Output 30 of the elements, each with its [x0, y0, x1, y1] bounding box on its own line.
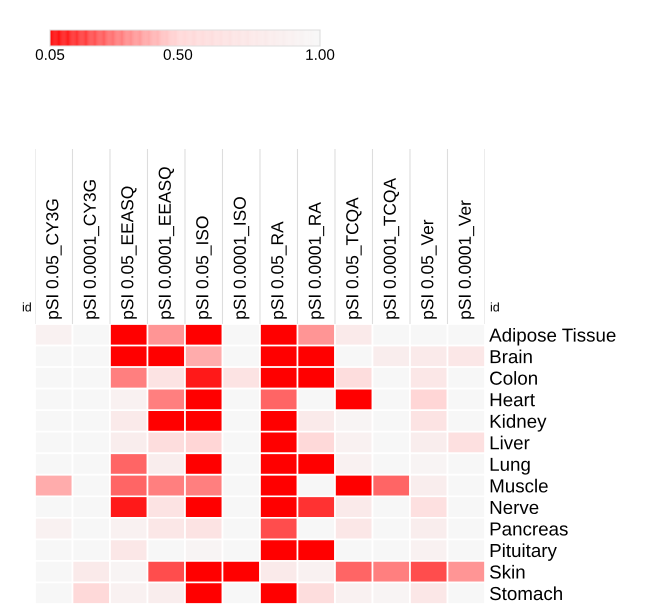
y-tick-label: Stomach [490, 586, 562, 600]
y-tick-label: Colon [490, 371, 537, 385]
color-bar-label: 0.05 [36, 49, 64, 60]
x-tick-label: pSI 0.0001_Ver [458, 200, 474, 319]
color-bar-label: 0.50 [164, 49, 192, 60]
y-tick-label: Heart [490, 393, 535, 406]
x-tick-label: pSI 0.05_ISO [196, 216, 212, 319]
x-tick-label: pSI 0.05_EEASQ [121, 186, 137, 319]
x-tick-label: pSI 0.05_Ver [421, 220, 437, 319]
y-tick-label: Pancreas [490, 522, 568, 536]
x-tick-label: pSI 0.0001_EEASQ [158, 167, 174, 319]
y-tick-label: Pituitary [490, 543, 557, 561]
x-tick-label: pSI 0.05_CY3G [46, 200, 62, 319]
x-tick-label: pSI 0.05_RA [271, 221, 287, 319]
y-tick-label: Lung [490, 458, 530, 475]
y-tick-label: Nerve [490, 500, 538, 514]
y-tick-label: Liver [490, 436, 530, 450]
text: id [490, 302, 499, 312]
y-tick-label: Kidney [490, 414, 546, 432]
x-tick-label: pSI 0.0001_TCQA [384, 178, 400, 319]
x-tick-label: pSI 0.0001_CY3G [84, 180, 100, 319]
x-tick-label: pSI 0.0001_RA [308, 202, 324, 319]
text: id [22, 302, 31, 312]
y-tick-label: Muscle [490, 478, 548, 493]
x-tick-label: pSI 0.05_TCQA [346, 197, 362, 319]
y-tick-label: Skin [490, 564, 524, 579]
color-bar-label: 1.00 [306, 49, 334, 60]
x-tick-label: pSI 0.0001_ISO [234, 197, 250, 319]
y-tick-label: Brain [490, 350, 532, 364]
y-tick-label: Adipose Tissue [489, 328, 616, 346]
